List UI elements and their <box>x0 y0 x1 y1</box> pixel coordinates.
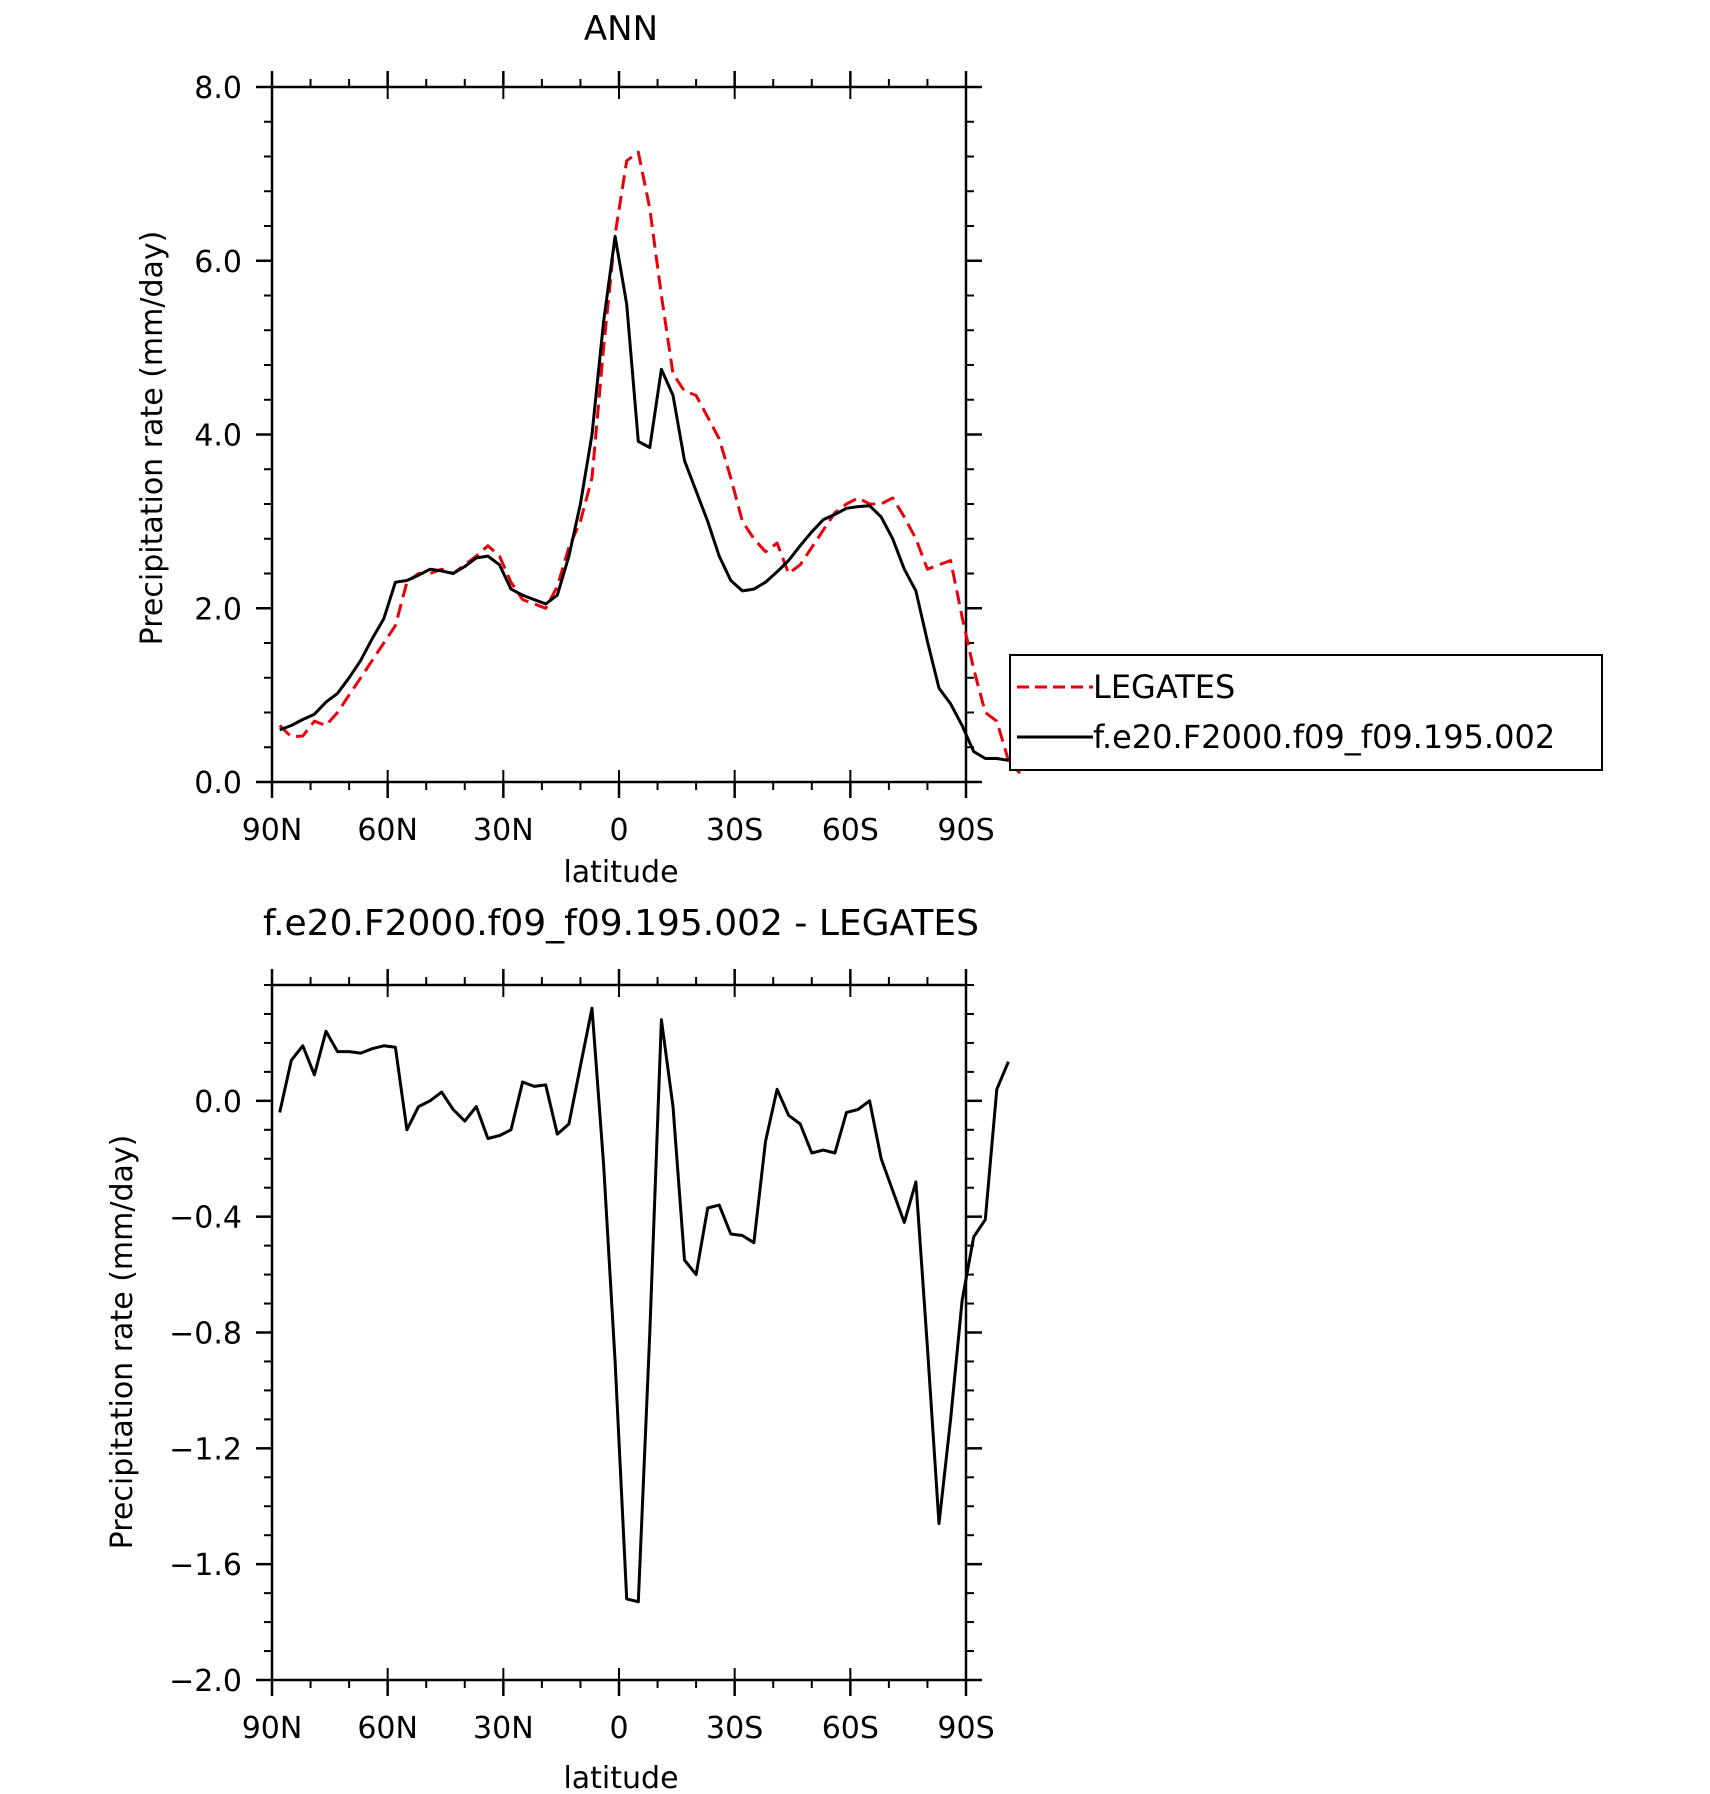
top-series-line-0 <box>278 150 1022 775</box>
bottom-y-axis-label: Precipitation rate (mm/day) <box>105 1135 140 1550</box>
legend-label-legates: LEGATES <box>1093 668 1235 706</box>
bottom-series-line-0 <box>278 1006 1010 1604</box>
bottom-x-tick-label: 60S <box>822 1711 879 1746</box>
top-plot-area: 90N 60N 30N 0 30S 60S 90S 0.0 2.0 4.0 6.0 8.0 <box>194 71 1022 848</box>
top-x-tick-label: 60N <box>357 813 418 848</box>
top-x-tick-label: 90S <box>937 813 994 848</box>
panel-top: ANN 90N 60N 30N 0 30S 60S 90S 0.0 2.0 4.0 6.0 8.0 l… <box>135 9 1022 890</box>
bottom-chart-title: f.e20.F2000.f09_f09.195.002 - LEGATES <box>263 903 979 944</box>
bottom-y-tick-label: −1.6 <box>169 1548 242 1583</box>
bottom-frame <box>270 983 968 1682</box>
legend-label-model: f.e20.F2000.f09_f09.195.002 <box>1093 718 1555 756</box>
top-y-axis-label: Precipitation rate (mm/day) <box>135 231 170 646</box>
top-series-line-1 <box>279 234 1009 762</box>
legend-box <box>1009 654 1603 771</box>
top-y-tick-label: 6.0 <box>194 245 242 280</box>
top-frame <box>270 85 968 784</box>
bottom-x-tick-label: 90N <box>242 1711 303 1746</box>
top-y-tick-label: 4.0 <box>194 419 242 454</box>
legend: LEGATES f.e20.F2000.f09_f09.195.002 <box>1009 654 1603 771</box>
top-y-tick-label: 8.0 <box>194 71 242 106</box>
bottom-y-tick-label: −0.8 <box>169 1317 242 1352</box>
bottom-y-tick-label: −1.2 <box>169 1432 242 1467</box>
bottom-x-tick-label: 0 <box>609 1711 628 1746</box>
top-x-tick-label: 60S <box>822 813 879 848</box>
top-x-tick-label: 30N <box>473 813 534 848</box>
bottom-y-tick-label: −0.4 <box>169 1201 242 1236</box>
bottom-y-tick-label: 0.0 <box>194 1085 242 1120</box>
bottom-y-tick-label: −2.0 <box>169 1664 242 1699</box>
bottom-x-tick-label: 60N <box>357 1711 418 1746</box>
top-chart-title: ANN <box>584 9 658 49</box>
bottom-x-tick-label: 90S <box>937 1711 994 1746</box>
top-y-tick-label: 2.0 <box>194 592 242 627</box>
top-x-tick-label: 30S <box>706 813 763 848</box>
top-y-tick-label: 0.0 <box>194 766 242 801</box>
bottom-x-tick-label: 30N <box>473 1711 534 1746</box>
panel-bottom: f.e20.F2000.f09_f09.195.002 - LEGATES 90… <box>105 903 1010 1794</box>
top-x-axis-label: latitude <box>563 855 678 890</box>
top-x-tick-label: 90N <box>242 813 303 848</box>
bottom-x-tick-label: 30S <box>706 1711 763 1746</box>
bottom-plot-area: 90N 60N 30N 0 30S 60S 90S 0.0 −0.4 −0.8 −1.2 −1.6 −2… <box>169 969 1010 1746</box>
bottom-x-axis-label: latitude <box>563 1761 678 1794</box>
top-x-tick-label: 0 <box>609 813 628 848</box>
